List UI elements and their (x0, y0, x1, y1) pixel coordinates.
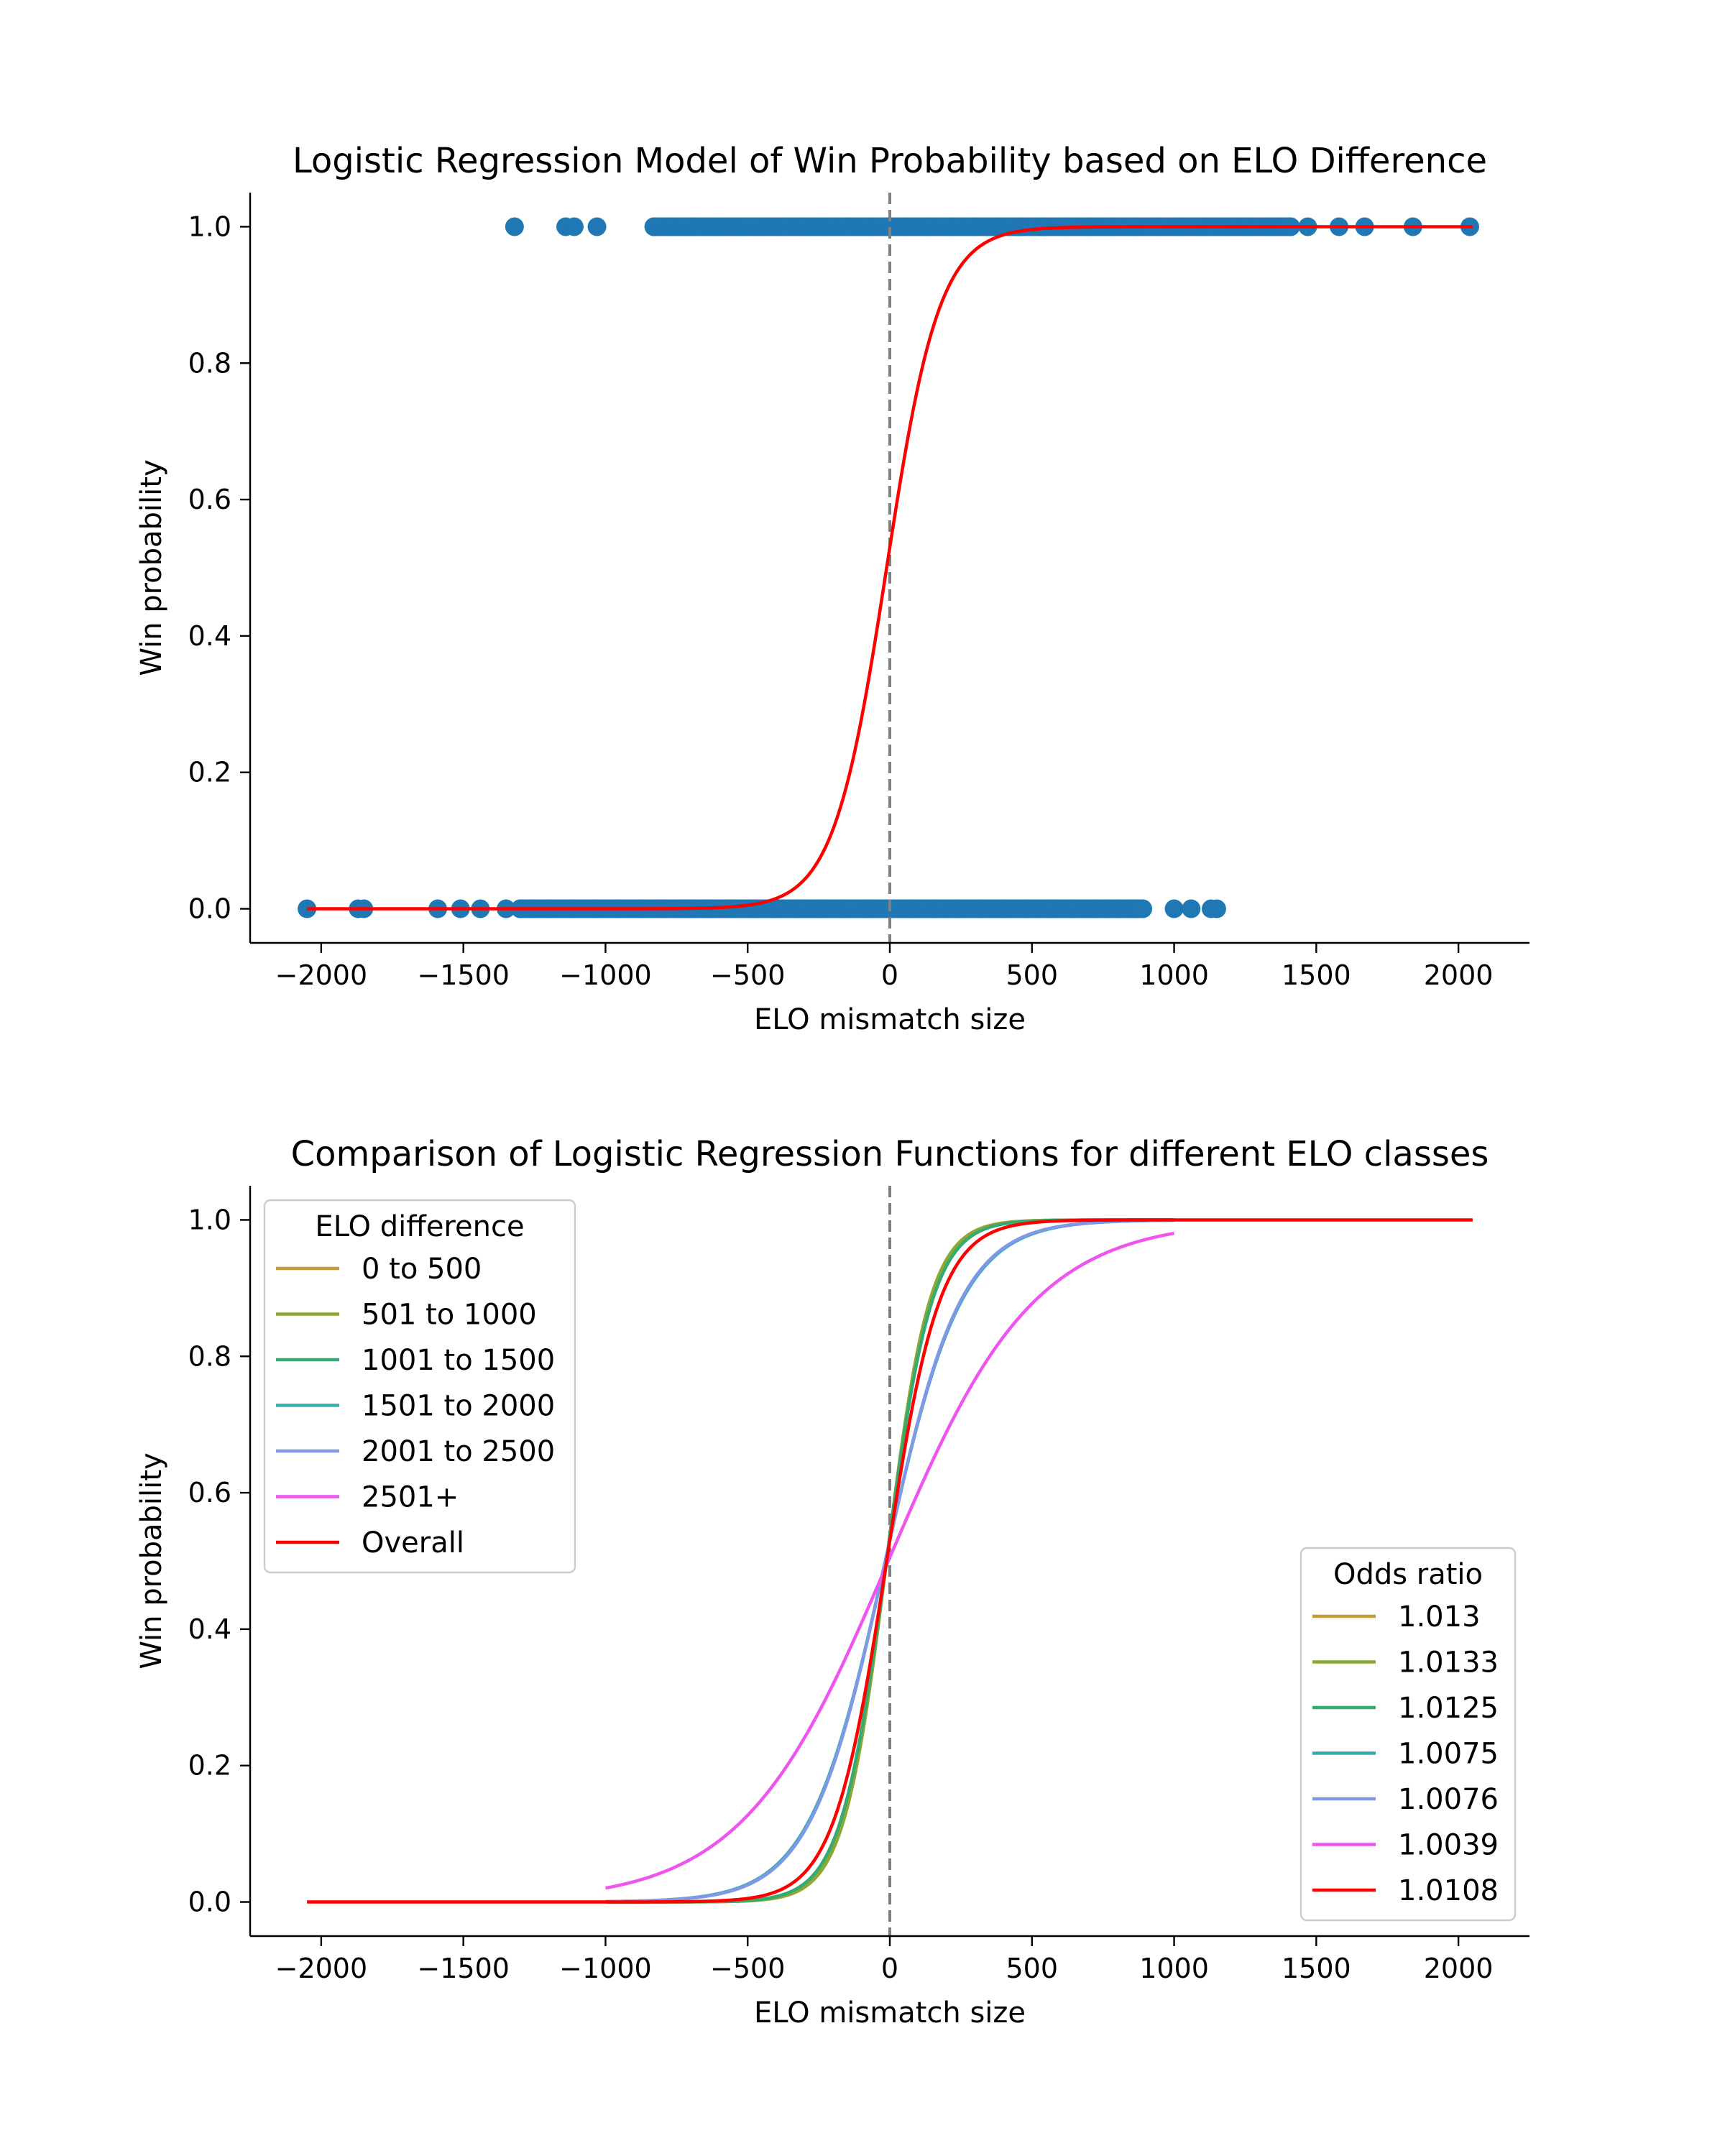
legend-label: 1.0125 (1398, 1692, 1499, 1725)
chart1-y-tick-label: 0.0 (188, 893, 231, 925)
scatter-point (505, 217, 524, 236)
legend-elo-difference-title: ELO difference (315, 1210, 524, 1243)
chart2-y-tick-label: 1.0 (188, 1204, 231, 1235)
chart2-x-axis-label: ELO mismatch size (754, 1996, 1026, 2030)
chart1-y-tick-label: 0.6 (188, 484, 231, 515)
chart1-x-tick-label: −2000 (275, 959, 368, 991)
legend-odds-ratio-items: 1.013 1.0133 1.0125 1.0075 1.0076 1.0039 1.010… (1312, 1600, 1499, 1907)
legend-label: 1.0075 (1398, 1738, 1499, 1771)
chart2-y-tick-label: 0.2 (188, 1750, 231, 1782)
legend-elo-difference-items: 0 to 500 501 to 1000 1001 to 1500 1501 to 2… (276, 1253, 555, 1560)
chart1-title: Logistic Regression Model of Win Probabi… (293, 141, 1487, 181)
chart1-fit-curve (307, 225, 1473, 911)
chart2-y-tick-label: 0.4 (188, 1613, 231, 1645)
legend-label: Overall (362, 1526, 464, 1560)
legend-odds-ratio: Odds ratio 1.013 1.0133 1.0125 1.0075 1.0076… (1300, 1547, 1517, 1922)
legend-elo-difference: ELO difference 0 to 500 501 to 1000 1001 t… (263, 1199, 576, 1574)
scatter-point (1182, 899, 1201, 918)
scatter-point (587, 217, 607, 236)
chart-logistic-comparison: Comparison of Logistic Regression Functi… (135, 1134, 1530, 2030)
chart2-x-tick-label: 1500 (1282, 1953, 1351, 1984)
chart1-x-tick-label: −1000 (559, 959, 652, 991)
scatter-point (564, 217, 584, 236)
legend-label: 0 to 500 (362, 1253, 482, 1286)
chart1-y-tick-label: 0.4 (188, 620, 231, 652)
chart2-y-ticks: 0.0 0.2 0.4 0.6 0.8 1.0 (188, 1204, 250, 1918)
legend-label: 2501+ (362, 1481, 459, 1514)
chart2-x-tick-label: −1500 (417, 1953, 510, 1984)
chart1-y-ticks: 0.0 0.2 0.4 0.6 0.8 1.0 (188, 211, 250, 925)
legend-label: 1.0108 (1398, 1874, 1499, 1907)
chart1-x-tick-label: 0 (881, 959, 898, 991)
chart1-y-axis-label: Win probability (135, 459, 168, 676)
chart1-y-tick-label: 0.2 (188, 757, 231, 788)
chart2-series-lines (307, 1218, 1473, 1904)
chart2-x-tick-label: 500 (1006, 1953, 1059, 1984)
legend-label: 1.0039 (1398, 1829, 1499, 1862)
chart1-x-tick-label: 2000 (1424, 959, 1494, 991)
chart1-x-tick-label: 500 (1006, 959, 1059, 991)
chart1-x-tick-label: −1500 (417, 959, 510, 991)
chart1-x-tick-label: 1500 (1282, 959, 1351, 991)
series-line-6 (605, 1231, 1174, 1890)
series-line-7 (307, 1218, 1473, 1904)
chart2-x-tick-label: −2000 (275, 1953, 368, 1984)
chart1-x-ticks: −2000 −1500 −1000 −500 0 500 1000 1500 2000 (275, 943, 1494, 991)
chart2-y-tick-label: 0.0 (188, 1886, 231, 1918)
legend-elo-difference-frame (263, 1199, 576, 1574)
legend-label: 1501 to 2000 (362, 1390, 555, 1423)
chart2-title: Comparison of Logistic Regression Functi… (291, 1134, 1489, 1174)
chart-win-probability: Logistic Regression Model of Win Probabi… (135, 141, 1530, 1036)
chart1-y-tick-label: 0.8 (188, 347, 231, 379)
chart2-x-tick-label: 1000 (1139, 1953, 1209, 1984)
legend-label: 1001 to 1500 (362, 1344, 555, 1377)
chart2-x-tick-label: 0 (881, 1953, 898, 1984)
chart2-x-ticks: −2000 −1500 −1000 −500 0 500 1000 1500 2000 (275, 1936, 1494, 1984)
legend-odds-ratio-title: Odds ratio (1333, 1558, 1483, 1591)
chart1-y-tick-label: 1.0 (188, 211, 231, 242)
scatter-point (1164, 899, 1184, 918)
chart2-y-tick-label: 0.6 (188, 1477, 231, 1508)
chart1-x-tick-label: 1000 (1139, 959, 1209, 991)
chart2-y-axis-label: Win probability (135, 1452, 168, 1669)
legend-label: 1.0133 (1398, 1646, 1499, 1680)
chart2-x-tick-label: −1000 (559, 1953, 652, 1984)
chart2-y-tick-label: 0.8 (188, 1340, 231, 1372)
scatter-point (1131, 899, 1150, 918)
chart2-x-tick-label: 2000 (1424, 1953, 1494, 1984)
legend-label: 501 to 1000 (362, 1299, 537, 1332)
legend-label: 2001 to 2500 (362, 1435, 555, 1468)
legend-odds-ratio-frame (1300, 1547, 1517, 1922)
chart2-x-tick-label: −500 (710, 1953, 785, 1984)
legend-label: 1.0076 (1398, 1783, 1499, 1816)
scatter-point (1207, 899, 1226, 918)
logistic-fit-line (307, 225, 1473, 911)
legend-label: 1.013 (1398, 1600, 1481, 1634)
chart1-x-tick-label: −500 (710, 959, 785, 991)
chart1-x-axis-label: ELO mismatch size (754, 1003, 1026, 1036)
